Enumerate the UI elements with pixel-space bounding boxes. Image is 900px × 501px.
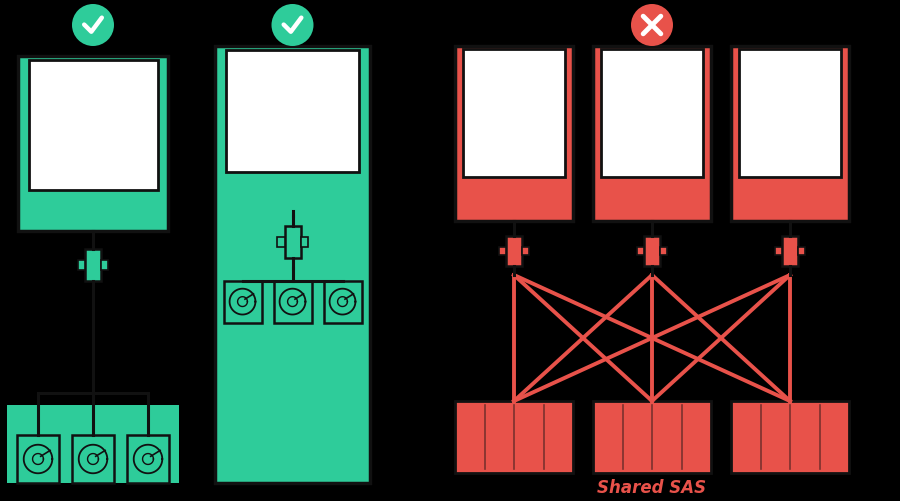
Bar (56, 93, 91, 122)
Bar (485, 82, 512, 111)
Bar (660, 247, 667, 255)
Bar (101, 261, 108, 270)
Bar (295, 114, 335, 142)
Bar (215, 46, 370, 483)
Bar (654, 115, 685, 145)
Bar (792, 82, 823, 111)
Bar (95, 127, 134, 157)
Bar (516, 115, 546, 145)
Bar (775, 247, 782, 255)
Bar (522, 247, 529, 255)
Bar (760, 82, 788, 111)
Bar (226, 50, 359, 172)
Bar (464, 49, 564, 177)
Bar (798, 247, 806, 255)
Bar (72, 435, 114, 483)
Bar (29, 60, 158, 190)
Bar (85, 249, 101, 281)
Bar (301, 237, 308, 246)
Bar (601, 49, 703, 177)
Bar (277, 237, 284, 246)
Bar (455, 46, 573, 221)
Bar (485, 115, 512, 145)
Text: Shared SAS: Shared SAS (598, 479, 706, 497)
Bar (792, 115, 823, 145)
Bar (254, 114, 290, 142)
Bar (284, 226, 301, 258)
Bar (17, 435, 59, 483)
Bar (274, 281, 311, 323)
Bar (516, 82, 546, 111)
Bar (782, 236, 798, 266)
Circle shape (272, 4, 313, 46)
Bar (7, 405, 179, 483)
Circle shape (72, 4, 114, 46)
Bar (323, 281, 362, 323)
Bar (731, 401, 849, 473)
Bar (593, 401, 711, 473)
Bar (127, 435, 169, 483)
Circle shape (631, 4, 673, 46)
Bar (77, 261, 85, 270)
Bar (56, 127, 91, 157)
Bar (623, 82, 650, 111)
Bar (593, 46, 711, 221)
Bar (506, 236, 522, 266)
Bar (637, 247, 644, 255)
Bar (739, 49, 841, 177)
Bar (223, 281, 262, 323)
Bar (623, 115, 650, 145)
Bar (254, 81, 290, 109)
Bar (654, 82, 685, 111)
Bar (455, 401, 573, 473)
Bar (644, 236, 660, 266)
Bar (731, 46, 849, 221)
Bar (95, 93, 134, 122)
Bar (760, 115, 788, 145)
Bar (295, 81, 335, 109)
Bar (499, 247, 506, 255)
Bar (18, 56, 168, 231)
